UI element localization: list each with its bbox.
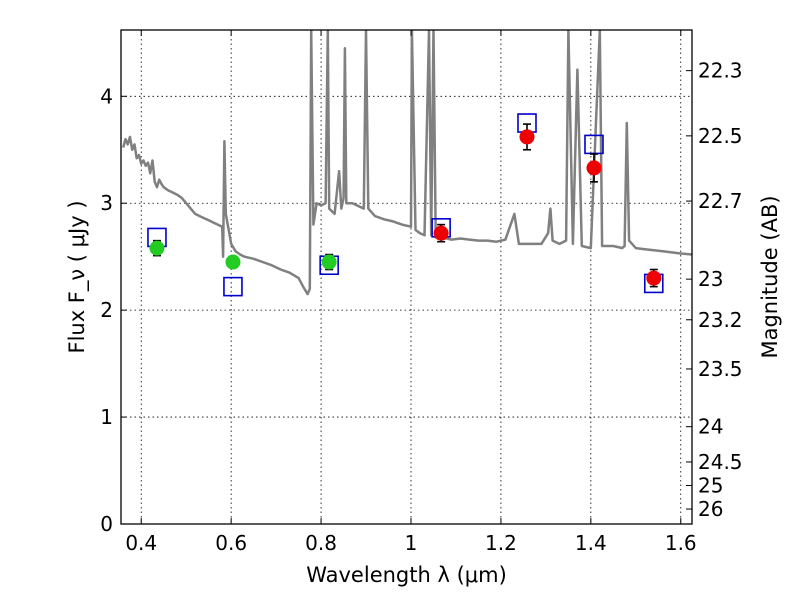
observed-flux-point — [586, 160, 602, 176]
observed-flux-point — [433, 225, 449, 241]
axis-ticks: 0.4 0.6 0.8 1 1.2 1.4 1.60123422.322.522.72323… — [100, 30, 743, 555]
right-tick-label: 22.5 — [698, 124, 743, 148]
right-axis-label: Magnitude (AB) — [758, 195, 782, 358]
observed-flux-point — [149, 240, 165, 256]
observed-flux-point — [321, 254, 337, 270]
right-tick-label: 24 — [698, 415, 723, 439]
x-tick-label: 1.2 — [485, 531, 517, 555]
right-tick-label: 26 — [698, 497, 723, 521]
right-tick-label: 23.2 — [698, 308, 743, 332]
observed-flux-point — [519, 129, 535, 145]
right-tick-label: 24.5 — [698, 450, 743, 474]
y-axis-label: Flux F_ν ( μJy ) — [65, 200, 90, 353]
x-tick-label: 1 — [405, 531, 418, 555]
x-tick-label: 1.4 — [575, 531, 607, 555]
y-tick-label: 4 — [100, 84, 113, 108]
right-tick-label: 22.3 — [698, 59, 743, 83]
observed-flux-point — [646, 270, 662, 286]
right-tick-label: 23 — [698, 267, 723, 291]
x-tick-label: 0.8 — [305, 531, 337, 555]
right-tick-label: 25 — [698, 474, 723, 498]
x-tick-label: 0.6 — [215, 531, 247, 555]
model-spectrum-line — [121, 30, 692, 296]
y-tick-label: 2 — [100, 298, 113, 322]
x-tick-label: 1.6 — [665, 531, 697, 555]
y-tick-label: 3 — [100, 191, 113, 215]
model-photometry-square — [223, 276, 243, 297]
grid — [121, 30, 692, 525]
plot-area — [121, 30, 692, 297]
right-tick-label: 23.5 — [698, 357, 743, 381]
x-tick-label: 0.4 — [125, 531, 157, 555]
observed-flux-point — [225, 254, 241, 270]
right-tick-label: 22.7 — [698, 189, 743, 213]
plot-frame — [120, 29, 693, 525]
y-tick-label: 1 — [100, 405, 113, 429]
x-axis-label: Wavelength λ (μm) — [306, 563, 507, 587]
y-tick-label: 0 — [100, 512, 113, 536]
